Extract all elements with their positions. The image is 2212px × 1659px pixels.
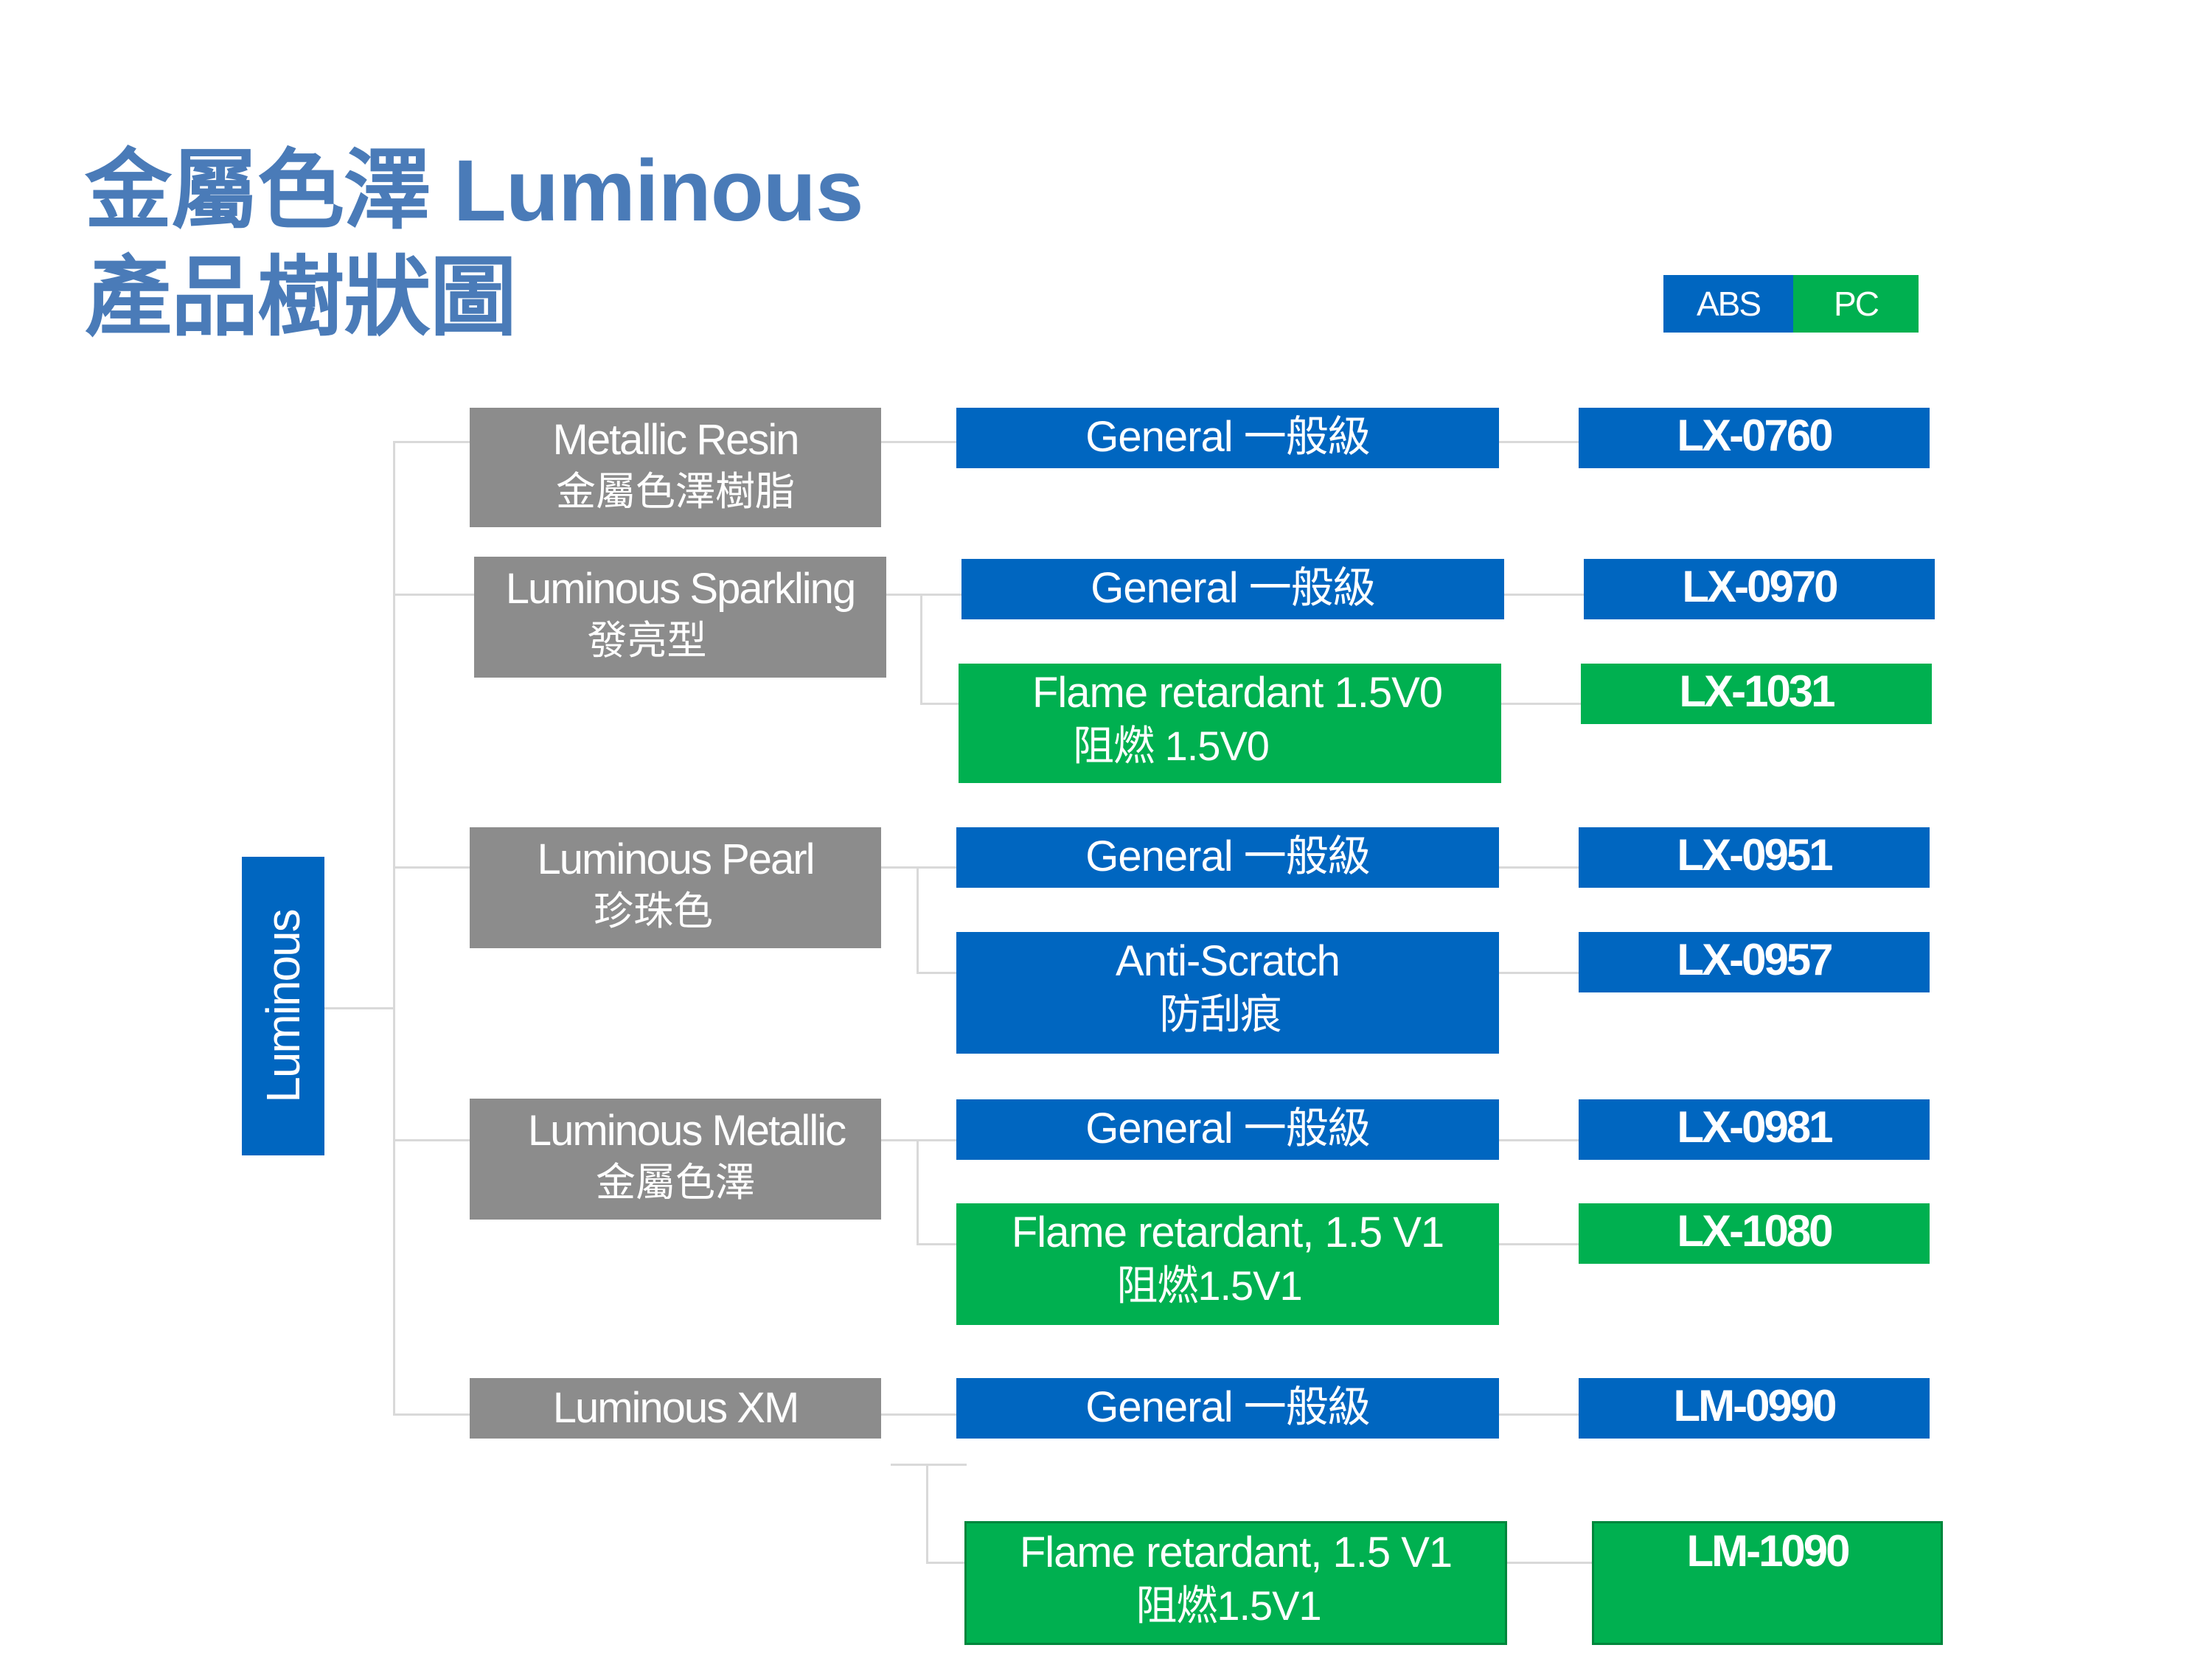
connector-line: [1499, 972, 1579, 974]
product-code-label: LX-1080: [1677, 1206, 1833, 1256]
category-name: Luminous Metallic: [527, 1107, 846, 1155]
connector-line: [1499, 1139, 1579, 1141]
product-code: LM-1090: [1592, 1521, 1943, 1645]
root-node-label: Luminous: [257, 909, 310, 1103]
connector-line: [920, 594, 922, 704]
grade-label: Flame retardant, 1.5 V1: [1019, 1528, 1453, 1576]
grade-node: General 一般級: [956, 1378, 1499, 1439]
connector-line: [917, 1139, 919, 1245]
grade-node: Anti-Scratch 防刮痕: [956, 932, 1499, 1054]
product-code-label: LM-0990: [1673, 1381, 1837, 1430]
grade-label: General 一般級: [1085, 1383, 1370, 1431]
connector-line: [881, 1413, 956, 1416]
root-node-luminous: Luminous: [242, 857, 324, 1155]
product-code: LX-1031: [1581, 664, 1932, 724]
grade-node: Flame retardant 1.5V0 阻燃 1.5V0: [959, 664, 1501, 783]
grade-sub: 阻燃 1.5V0: [1073, 722, 1270, 769]
grade-node: General 一般級: [961, 559, 1504, 619]
product-code-label: LM-1090: [1686, 1526, 1850, 1576]
connector-line: [917, 972, 956, 974]
category-name: Luminous XM: [552, 1383, 800, 1432]
connector-line: [1499, 866, 1579, 869]
category-sub: 金屬色澤: [596, 1160, 755, 1205]
category-luminous-sparkling: Luminous Sparkling 發亮型: [474, 557, 886, 678]
product-code-label: LX-0760: [1677, 411, 1833, 460]
product-code: LX-1080: [1579, 1203, 1930, 1264]
connector-line: [917, 866, 919, 973]
category-luminous-xm: Luminous XM: [470, 1378, 881, 1439]
connector-line: [917, 1243, 956, 1245]
connector-line: [920, 703, 961, 705]
connector-line: [1499, 441, 1579, 443]
product-code-label: LX-0951: [1677, 830, 1833, 880]
connector-line: [1499, 1243, 1579, 1245]
grade-label: General 一般級: [1091, 564, 1375, 612]
grade-label: Flame retardant 1.5V0: [1032, 669, 1443, 717]
product-code-label: LX-0981: [1677, 1102, 1833, 1152]
grade-node: General 一般級: [956, 408, 1499, 468]
product-code: LX-0760: [1579, 408, 1930, 468]
category-luminous-metallic: Luminous Metallic 金屬色澤: [470, 1099, 881, 1220]
product-code-label: LX-1031: [1679, 667, 1835, 716]
grade-sub: 阻燃1.5V1: [1135, 1582, 1321, 1629]
grade-node: General 一般級: [956, 827, 1499, 888]
connector-line: [1501, 703, 1581, 705]
product-code: LX-0957: [1579, 932, 1930, 992]
category-luminous-pearl: Luminous Pearl 珍珠色: [470, 827, 881, 948]
category-name: Luminous Pearl: [537, 835, 815, 883]
grade-label: General 一般級: [1085, 832, 1370, 880]
connector-line: [324, 1007, 394, 1009]
grade-node: Flame retardant, 1.5 V1 阻燃1.5V1: [956, 1203, 1499, 1325]
connector-line: [881, 1139, 956, 1141]
grade-node: Flame retardant, 1.5 V1 阻燃1.5V1: [964, 1521, 1507, 1645]
connector-line: [393, 594, 474, 596]
grade-label: General 一般級: [1085, 1105, 1370, 1152]
category-metallic-resin: Metallic Resin 金屬色澤樹脂: [470, 408, 881, 527]
product-code: LX-0970: [1584, 559, 1935, 619]
connector-line: [886, 594, 961, 596]
connector-line: [393, 441, 395, 1414]
category-sub: 金屬色澤樹脂: [556, 469, 795, 514]
connector-line: [393, 441, 470, 443]
connector-line: [393, 866, 470, 869]
connector-line: [926, 1562, 967, 1564]
category-name: Metallic Resin: [552, 416, 800, 464]
grade-label: Flame retardant, 1.5 V1: [1011, 1208, 1444, 1256]
product-code: LX-0951: [1579, 827, 1930, 888]
connector-line: [891, 1464, 967, 1466]
product-code: LX-0981: [1579, 1099, 1930, 1160]
grade-label: Anti-Scratch: [1116, 937, 1340, 985]
connector-line: [1499, 1413, 1579, 1416]
connector-line: [881, 441, 956, 443]
grade-label: General 一般級: [1085, 413, 1370, 461]
connector-line: [1507, 1562, 1592, 1564]
product-code-label: LX-0957: [1677, 935, 1833, 984]
page-title: 金屬色澤 Luminous: [85, 142, 864, 240]
grade-node: General 一般級: [956, 1099, 1499, 1160]
grade-sub: 防刮痕: [1159, 990, 1282, 1037]
legend-pc: PC: [1793, 275, 1919, 333]
legend-abs: ABS: [1663, 275, 1793, 333]
connector-line: [881, 866, 956, 869]
product-code: LM-0990: [1579, 1378, 1930, 1439]
category-sub: 發亮型: [587, 618, 707, 663]
connector-line: [1504, 594, 1584, 596]
category-name: Luminous Sparkling: [505, 565, 856, 613]
grade-sub: 阻燃1.5V1: [1116, 1262, 1302, 1309]
page-subtitle: 產品樹狀圖: [85, 249, 517, 347]
category-sub: 珍珠色: [594, 888, 713, 933]
connector-line: [926, 1464, 928, 1563]
connector-line: [393, 1139, 470, 1141]
connector-line: [393, 1413, 470, 1416]
product-code-label: LX-0970: [1682, 562, 1838, 611]
